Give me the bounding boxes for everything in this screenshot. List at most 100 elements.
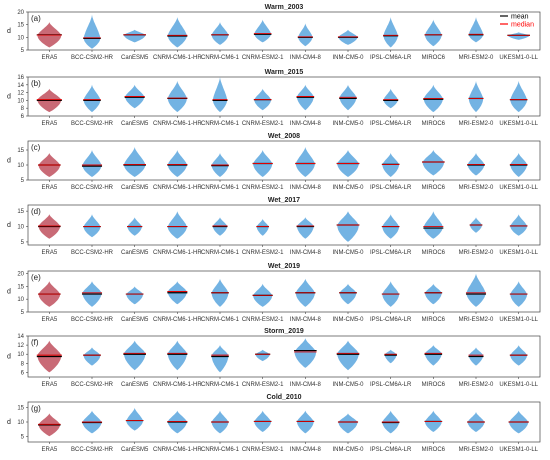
x-tick-label: MRI-ESM2-0: [459, 250, 494, 256]
violin-canesm5: [123, 147, 146, 177]
violin-cnrm-cm6-1-hr: [167, 80, 187, 113]
violin-canesm5: [126, 286, 143, 305]
violin-inm-cm4-8: [298, 23, 313, 47]
x-tick-label: MIROC6: [422, 317, 446, 323]
violin-cnrm-cm6-1: [211, 22, 229, 45]
y-tick-label: 10: [17, 225, 24, 231]
y-tick-label: 5: [21, 434, 25, 440]
panel-title: Warm_2003: [265, 4, 304, 11]
x-tick-label: INM-CM5-0: [333, 121, 365, 127]
x-tick-label: MIROC6: [422, 121, 446, 127]
violin-cnrm-cm6-1-hr: [167, 211, 187, 239]
panel-title: Cold_2010: [266, 394, 301, 401]
x-tick-label: ERA5: [41, 55, 57, 61]
panel-storm_2019: Storm_2019 (f) d 6 8 10 12 14 ERA5 BCC-CSM2-HR Can…: [7, 328, 541, 388]
violin-ipsl-cm6a-lr: [382, 153, 399, 177]
x-tick-label: CNRM-CM6-1: [201, 382, 240, 388]
violin-ipsl-cm6a-lr: [384, 349, 397, 364]
panel-label: (c): [31, 143, 41, 152]
x-tick-label: CNRM-CM6-1-HR: [153, 382, 202, 388]
violin-cnrm-cm6-1-hr: [167, 17, 187, 48]
violin-inm-cm4-8: [297, 217, 314, 239]
panel-frame: [27, 140, 541, 181]
x-tick-label: CNRM-CM6-1: [201, 55, 240, 61]
panel-frame: [27, 335, 541, 378]
x-tick-label: BCC-CSM2-HR: [71, 317, 114, 323]
y-tick-label: 14: [17, 334, 24, 340]
y-axis-label: d: [7, 289, 11, 296]
x-tick-label: CNRM-CM6-1: [201, 185, 240, 191]
violin-miroc6: [425, 19, 442, 47]
y-tick-label: 10: [17, 98, 24, 104]
violin-inm-cm4-8: [295, 147, 315, 177]
x-tick-label: MIROC6: [422, 55, 446, 61]
y-tick-label: 10: [17, 297, 24, 303]
x-tick-label: IPSL-CM6A-LR: [370, 382, 412, 388]
x-tick-label: INM-CM5-0: [333, 317, 365, 323]
x-tick-label: CanESM5: [121, 250, 149, 256]
y-tick-label: 12: [17, 91, 24, 97]
violin-miroc6: [425, 283, 442, 305]
panel-frame: [27, 204, 541, 246]
panel-title: Wet_2008: [268, 133, 300, 140]
x-tick-label: MIROC6: [422, 447, 446, 453]
panel-label: (g): [31, 404, 41, 413]
y-tick-label: 10: [17, 35, 24, 41]
x-tick-label: BCC-CSM2-HR: [71, 55, 114, 61]
panel-label: (f): [31, 338, 39, 347]
y-tick-label: 5: [21, 240, 25, 246]
x-tick-label: IPSL-CM6A-LR: [370, 185, 412, 191]
panel-label: (a): [31, 14, 41, 23]
violin-cnrm-esm2-1: [255, 349, 270, 362]
x-tick-label: INM-CM4-8: [290, 185, 322, 191]
x-tick-label: INM-CM5-0: [333, 447, 365, 453]
panel-title: Wet_2017: [268, 197, 300, 204]
x-tick-label: UKESM1-0-LL: [499, 382, 538, 388]
x-tick-label: UKESM1-0-LL: [499, 317, 538, 323]
violin-bcc-csm2-hr: [82, 150, 102, 177]
x-tick-label: INM-CM4-8: [290, 317, 322, 323]
x-tick-label: INM-CM4-8: [290, 55, 322, 61]
violin-miroc6: [423, 211, 443, 239]
panel-wet_2019: Wet_2019 (e) d 5 10 15 20 ERA5 BCC-CSM2-HR CanESM…: [7, 263, 541, 323]
violin-bcc-csm2-hr: [83, 214, 101, 238]
violin-cnrm-esm2-1: [256, 218, 269, 236]
y-tick-label: 12: [17, 343, 24, 349]
x-tick-label: CanESM5: [121, 447, 149, 453]
y-tick-label: 20: [17, 10, 24, 16]
panel-title: Warm_2015: [265, 69, 304, 76]
x-tick-label: MRI-ESM2-0: [459, 447, 494, 453]
x-tick-label: MRI-ESM2-0: [459, 317, 494, 323]
x-tick-label: CNRM-CM6-1: [201, 250, 240, 256]
y-tick-label: 5: [21, 178, 25, 184]
x-tick-label: INM-CM5-0: [333, 250, 365, 256]
x-tick-label: MIROC6: [422, 185, 446, 191]
violin-miroc6: [425, 345, 442, 366]
panel-wet_2008: Wet_2008 (c) d 5 10 15 ERA5 BCC-CSM2-HR CanESM5 C…: [7, 133, 541, 191]
x-tick-label: UKESM1-0-LL: [499, 55, 538, 61]
violin-canesm5: [126, 407, 143, 431]
y-tick-label: 16: [17, 75, 24, 81]
x-tick-label: ERA5: [41, 317, 57, 323]
y-tick-label: 15: [17, 23, 24, 29]
violin-inm-cm5-0: [337, 211, 359, 242]
x-tick-label: CanESM5: [121, 185, 149, 191]
y-tick-label: 6: [21, 114, 25, 120]
y-tick-label: 6: [21, 370, 25, 376]
violin-mri-esm2-0: [468, 80, 484, 113]
legend-label-median: median: [511, 22, 534, 29]
x-tick-label: MIROC6: [422, 382, 446, 388]
x-tick-label: CNRM-CM6-1-HR: [153, 55, 202, 61]
panel-frame: [27, 76, 541, 117]
x-tick-label: INM-CM4-8: [290, 250, 322, 256]
violin-cnrm-cm6-1-hr: [167, 150, 187, 177]
violin-cnrm-esm2-1: [254, 19, 271, 43]
violin-mri-esm2-0: [468, 17, 484, 43]
x-tick-label: CNRM-CM6-1-HR: [153, 317, 202, 323]
y-tick-label: 15: [17, 284, 24, 290]
x-tick-label: BCC-CSM2-HR: [71, 447, 114, 453]
x-tick-label: CNRM-ESM2-1: [242, 382, 284, 388]
x-tick-label: MIROC6: [422, 250, 446, 256]
